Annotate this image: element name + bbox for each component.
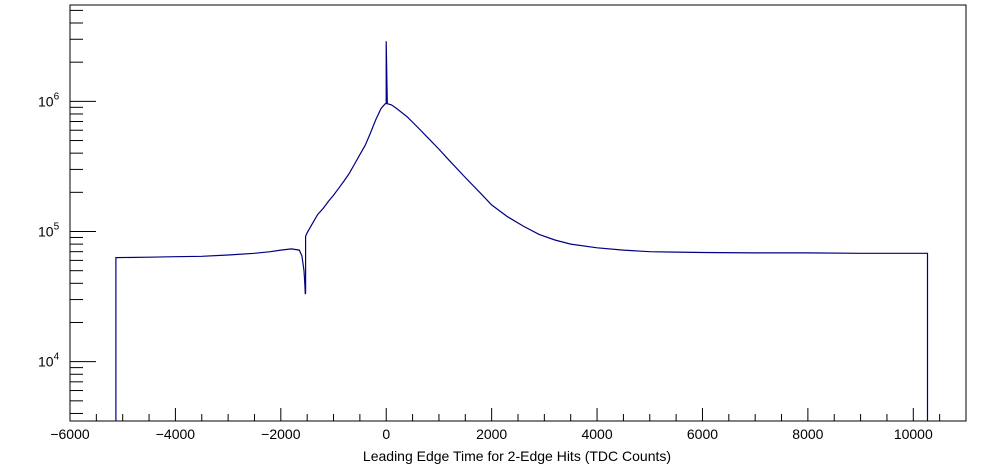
y-tick-label: 104 (38, 352, 60, 370)
x-ticks (69, 408, 967, 421)
y-tick-labels: 104 105 106 (38, 91, 60, 369)
x-tick-label: 8000 (792, 426, 823, 442)
x-tick-label: 2000 (476, 426, 507, 442)
x-axis-title: Leading Edge Time for 2-Edge Hits (TDC C… (363, 448, 671, 464)
y-minor-ticks (70, 9, 83, 414)
x-tick-label: 10000 (894, 426, 933, 442)
y-major-ticks (70, 100, 96, 363)
x-tick-label: 6000 (687, 426, 718, 442)
plot-frame (69, 4, 967, 422)
x-tick-label: −6000 (50, 426, 90, 442)
y-tick-label: 106 (38, 91, 60, 109)
y-tick-label: 105 (38, 222, 60, 240)
x-tick-label: 4000 (581, 426, 612, 442)
x-tick-label: −4000 (156, 426, 196, 442)
x-tick-labels: −6000 −4000 −2000 0 2000 4000 6000 8000 10000 (50, 426, 933, 442)
x-tick-label: 0 (382, 426, 390, 442)
x-tick-label: −2000 (261, 426, 301, 442)
histogram-series-line (115, 41, 929, 421)
